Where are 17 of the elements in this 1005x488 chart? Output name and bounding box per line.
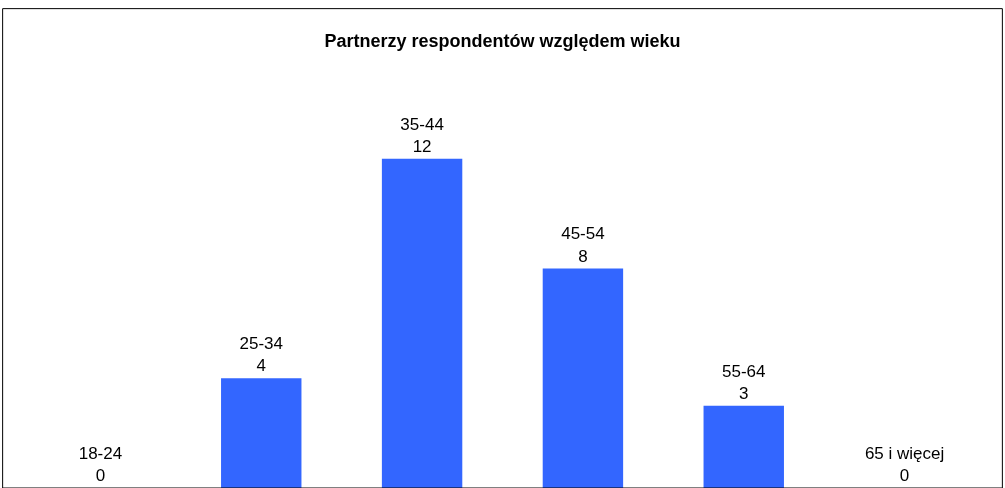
bar bbox=[381, 158, 463, 488]
x-tick-label: 45-54 bbox=[561, 224, 605, 244]
bar bbox=[542, 268, 624, 488]
data-label: 0 bbox=[95, 466, 106, 485]
x-tick-label: 25-34 bbox=[239, 334, 283, 354]
bar bbox=[703, 405, 784, 488]
x-tick-label: 65 i więcej bbox=[864, 443, 945, 463]
data-label: 4 bbox=[256, 356, 266, 376]
data-label: 3 bbox=[739, 383, 749, 403]
chart-title: Partnerzy respondentów względem wieku bbox=[324, 30, 681, 51]
data-label: 8 bbox=[578, 246, 588, 266]
x-tick-label: 18-24 bbox=[78, 443, 123, 463]
x-tick-label: 35-44 bbox=[400, 114, 444, 134]
bar bbox=[221, 378, 302, 488]
data-label: 12 bbox=[412, 136, 432, 156]
data-label: 0 bbox=[899, 466, 910, 485]
x-tick-label: 55-64 bbox=[722, 361, 766, 381]
